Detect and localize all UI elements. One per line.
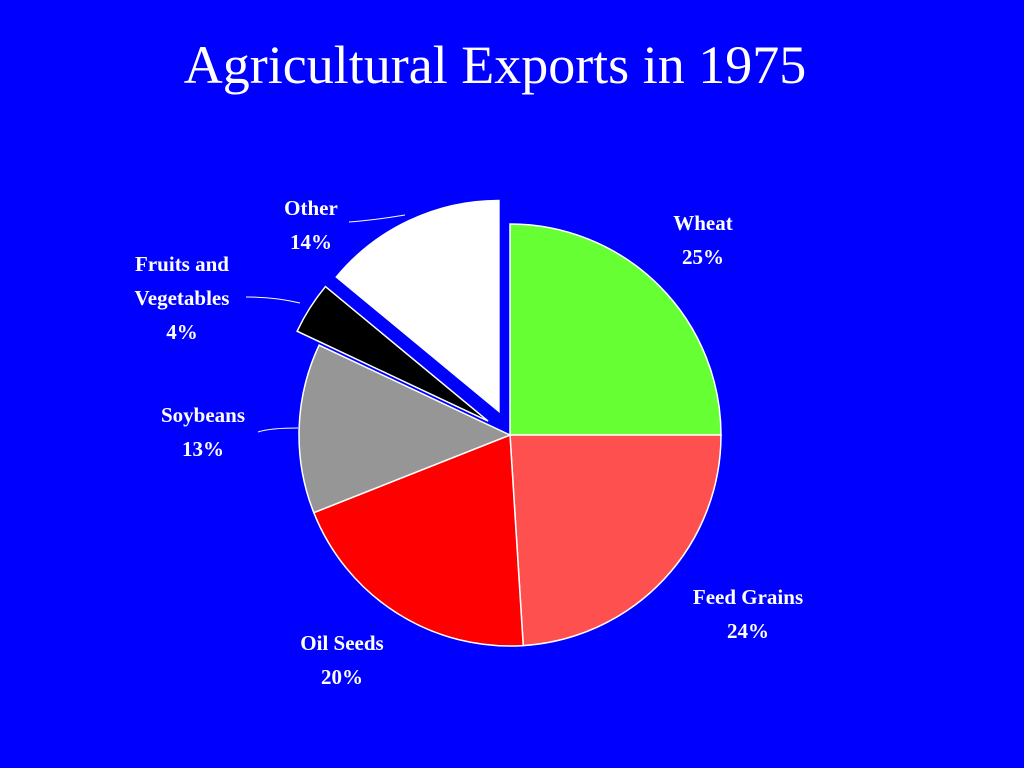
- pie-slice: [509, 434, 722, 647]
- value-label: 24%: [727, 619, 769, 643]
- category-label: Soybeans: [160, 403, 246, 427]
- leader-line: [257, 427, 299, 433]
- pie-slice: [312, 433, 525, 647]
- slice-label: Soybeans 13%: [133, 398, 273, 466]
- category-label: Feed Grains: [692, 585, 804, 609]
- slice-label: Other 14%: [241, 191, 381, 259]
- category-label: Wheat: [673, 211, 733, 235]
- category-label: Other: [284, 196, 338, 220]
- value-label: 25%: [682, 245, 724, 269]
- slice-label: Fruits and Vegetables 4%: [120, 247, 245, 349]
- slice-label: Wheat 25%: [633, 206, 773, 274]
- value-label: 20%: [321, 665, 363, 689]
- chart-title: Agricultural Exports in 1975: [183, 35, 807, 95]
- pie-slice: [335, 199, 500, 414]
- category-label: Oil Seeds: [300, 631, 384, 655]
- pie-slice: [296, 285, 489, 422]
- value-label: 14%: [290, 230, 332, 254]
- leader-line: [245, 296, 301, 304]
- value-label: 4%: [166, 320, 198, 344]
- slice-label: Feed Grains 24%: [678, 580, 818, 648]
- leader-line: [348, 214, 406, 223]
- category-label: Fruits and Vegetables: [134, 252, 230, 310]
- pie-slice: [298, 344, 512, 514]
- value-label: 13%: [182, 437, 224, 461]
- pie-slice: [509, 223, 722, 436]
- slice-label: Oil Seeds 20%: [272, 626, 412, 694]
